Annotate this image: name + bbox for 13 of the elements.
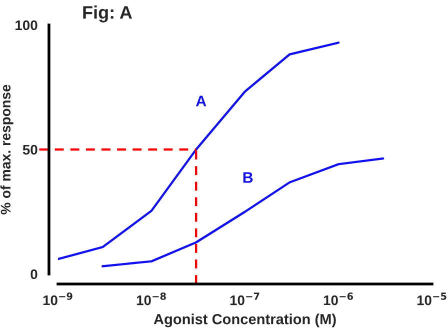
series-label: B (243, 172, 253, 183)
y-axis-title: % of max. response (0, 84, 14, 214)
x-tick-label: 10$^{−5}$ (417, 292, 446, 306)
x-tick-label: 10$^{−7}$ (230, 292, 260, 306)
x-tick-label: 10$^{−8}$ (136, 292, 166, 306)
series-label: A (196, 96, 206, 106)
y-tick-label: 100 (16, 20, 38, 30)
chart-title: Fig: A (83, 6, 132, 22)
y-tick-label: 50 (22, 144, 38, 155)
y-tick-label: 0 (30, 269, 38, 280)
x-tick-label: 10$^{−9}$ (43, 292, 72, 306)
x-axis-title: Agonist Concentration (M) (154, 314, 336, 328)
x-tick-label: 10$^{−6}$ (324, 292, 353, 306)
